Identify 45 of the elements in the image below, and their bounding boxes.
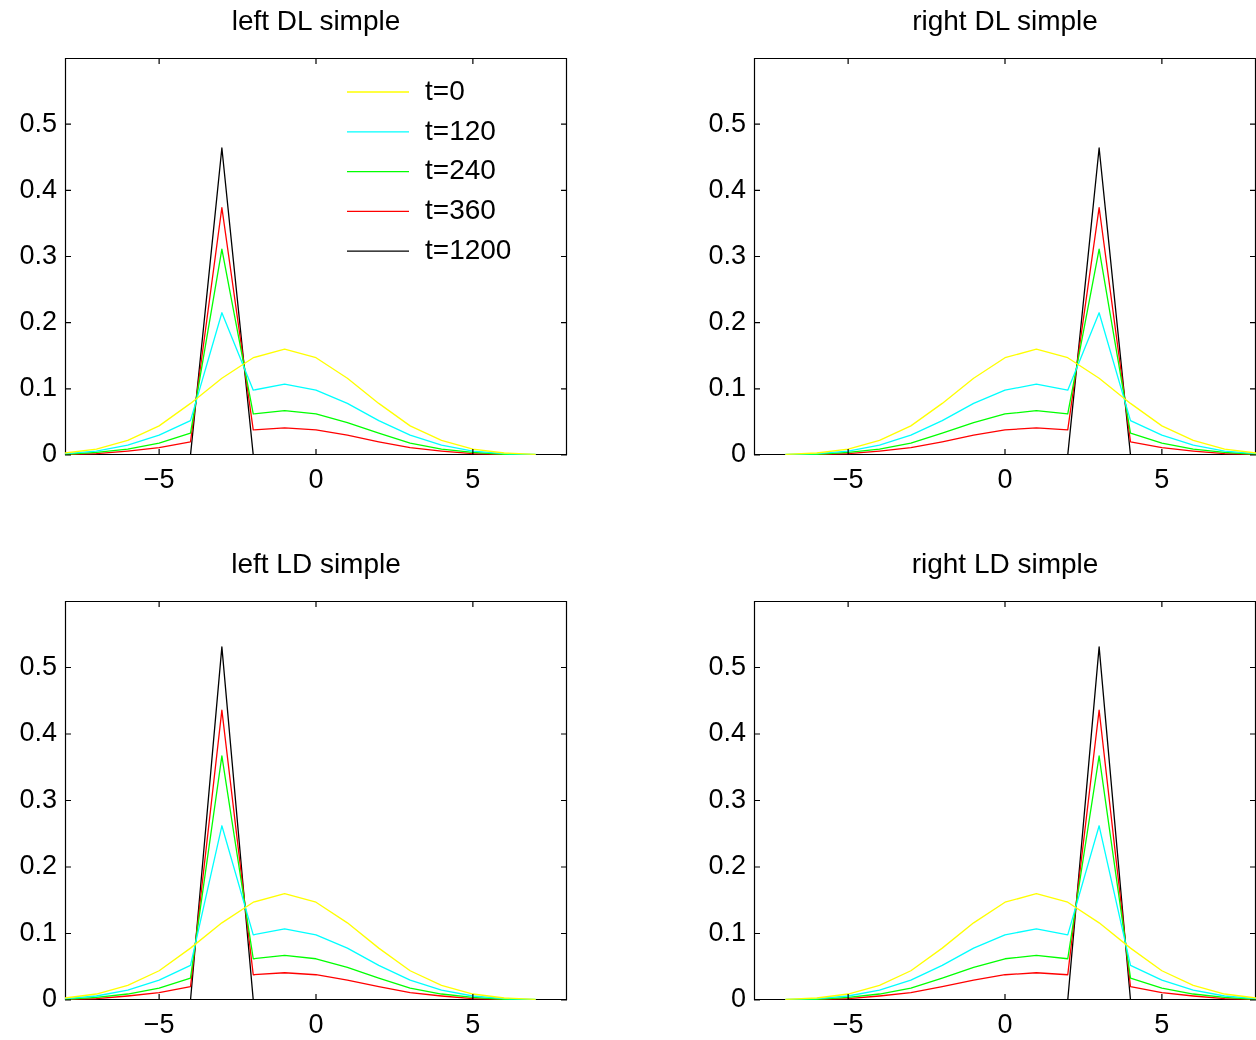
x-tick-label: 0 bbox=[308, 1008, 324, 1039]
x-tick-label: −5 bbox=[143, 1008, 175, 1039]
y-tick-label: 0.2 bbox=[19, 306, 57, 337]
chart-title: right LD simple bbox=[911, 547, 1099, 579]
x-tick-label: 5 bbox=[465, 1008, 481, 1039]
y-tick-label: 0.3 bbox=[19, 783, 57, 814]
legend-label: t=240 bbox=[425, 154, 496, 186]
x-tick-label: 5 bbox=[1154, 463, 1170, 494]
x-tick-label: 0 bbox=[308, 463, 324, 494]
legend-label: t=120 bbox=[425, 114, 496, 146]
y-tick-label: 0.4 bbox=[708, 717, 746, 748]
y-tick-label: 0.1 bbox=[708, 916, 746, 947]
legend-label: t=360 bbox=[425, 194, 496, 226]
y-tick-label: 0.1 bbox=[19, 372, 57, 403]
y-tick-label: 0.5 bbox=[19, 650, 57, 681]
y-tick-label: 0 bbox=[41, 983, 57, 1014]
y-tick-label: 0.2 bbox=[708, 306, 746, 337]
y-tick-label: 0 bbox=[730, 983, 746, 1014]
chart-title: left LD simple bbox=[231, 547, 401, 579]
y-tick-label: 0 bbox=[730, 438, 746, 469]
y-tick-label: 0.3 bbox=[708, 783, 746, 814]
y-tick-label: 0.5 bbox=[19, 107, 57, 138]
x-tick-label: −5 bbox=[143, 463, 175, 494]
chart-title: left DL simple bbox=[231, 4, 401, 36]
y-tick-label: 0 bbox=[41, 438, 57, 469]
x-tick-label: 0 bbox=[997, 1008, 1013, 1039]
y-tick-label: 0.2 bbox=[708, 850, 746, 881]
y-tick-label: 0.1 bbox=[19, 916, 57, 947]
y-tick-label: 0.2 bbox=[19, 850, 57, 881]
x-tick-label: −5 bbox=[832, 1008, 864, 1039]
y-tick-label: 0.3 bbox=[19, 239, 57, 270]
chart-title: right DL simple bbox=[912, 4, 1098, 36]
x-tick-label: 5 bbox=[465, 463, 481, 494]
y-tick-label: 0.1 bbox=[708, 372, 746, 403]
x-tick-label: 5 bbox=[1154, 1008, 1170, 1039]
y-tick-label: 0.4 bbox=[19, 717, 57, 748]
x-tick-label: 0 bbox=[997, 463, 1013, 494]
y-tick-label: 0.5 bbox=[708, 107, 746, 138]
y-tick-label: 0.4 bbox=[708, 173, 746, 204]
y-tick-label: 0.3 bbox=[708, 239, 746, 270]
legend-label: t=0 bbox=[425, 74, 465, 106]
legend-label: t=1200 bbox=[425, 233, 512, 265]
x-tick-label: −5 bbox=[832, 463, 864, 494]
y-tick-label: 0.5 bbox=[708, 650, 746, 681]
y-tick-label: 0.4 bbox=[19, 173, 57, 204]
